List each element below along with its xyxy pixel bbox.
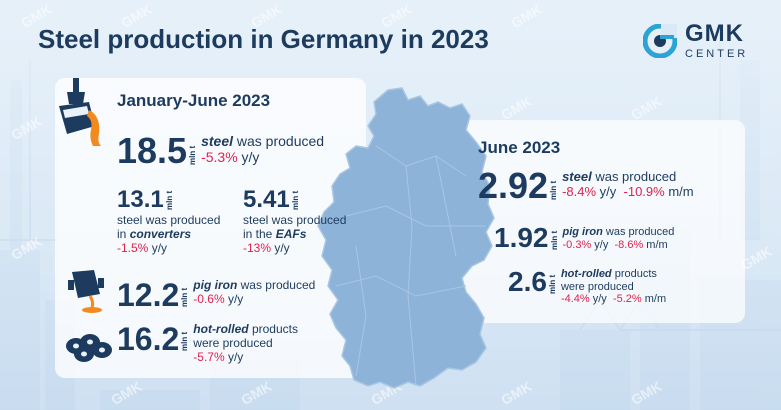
unit-label: mln t [549, 180, 559, 200]
state-borders [335, 145, 486, 387]
yy-label: y/y [271, 240, 290, 255]
june-hot-mm: -5.2% [612, 293, 642, 306]
yy-label: y/y [591, 238, 609, 251]
produced-text: was produced [237, 278, 316, 292]
unit-label: mln t [290, 190, 300, 210]
converters-word: converters [129, 226, 192, 241]
h1-eafs-value: 5.41 [243, 186, 290, 213]
june-steel-mm: -10.9% [623, 183, 665, 199]
ladle-icon [59, 78, 101, 146]
yy-label: y/y [596, 183, 617, 199]
june-hot-yy: -4.4% [560, 293, 590, 306]
unit-label: mln t [180, 287, 190, 307]
h1-hot-change: -5.7% [193, 349, 225, 364]
converters-line1: steel was produced [117, 213, 221, 227]
june-hot-stat: 2.6 mln t hot-rolled products were produ… [508, 268, 666, 306]
unit-label: mln t [180, 331, 190, 351]
yy-label: y/y [224, 349, 244, 364]
converter-icon [68, 270, 104, 313]
h1-eafs-stat: 5.41 mln t steel was produced in the EAF… [243, 188, 346, 255]
pig-word: pig iron [562, 226, 603, 238]
hot-word: hot-rolled [193, 322, 249, 336]
unit-label: mln t [188, 145, 198, 165]
logo-text: GMK [685, 20, 744, 47]
mm-label: m/m [664, 183, 694, 199]
h1-converters-change: -1.5% [117, 240, 149, 255]
hot-word: hot-rolled [560, 268, 612, 280]
unit-label: mln t [164, 190, 174, 210]
were-produced-text: were produced [560, 280, 634, 293]
june-pig-stat: 1.92 mln t pig iron was produced -0.3% y… [494, 224, 674, 252]
converters-line2a: in [117, 226, 130, 241]
eafs-line1: steel was produced [243, 213, 347, 227]
pig-word: pig iron [193, 278, 238, 292]
june-pig-mm: -8.6% [614, 238, 644, 251]
steel-word: steel [201, 133, 233, 149]
h1-converters-value: 13.1 [117, 186, 164, 213]
h1-pig-stat: 12.2 mln t pig iron was produced -0.6% y… [117, 277, 316, 313]
yy-label: y/y [224, 291, 244, 306]
h1-panel [55, 78, 366, 378]
yy-label: y/y [589, 293, 607, 306]
produced-text: was produced [591, 169, 677, 184]
products-text: products [248, 322, 298, 336]
h1-eafs-change: -13% [243, 240, 272, 255]
eafs-word: EAFs [275, 226, 307, 241]
h1-pig-value: 12.2 [117, 277, 180, 313]
h1-steel-change: -5.3% [201, 149, 238, 166]
june-heading: June 2023 [478, 138, 561, 157]
june-hot-value: 2.6 [508, 266, 547, 297]
h1-steel-value: 18.5 [117, 130, 188, 171]
mm-label: m/m [641, 293, 667, 306]
h1-hot-stat: 16.2 mln t hot-rolled products were prod… [117, 321, 298, 364]
h1-converters-stat: 13.1 mln t steel was produced in convert… [117, 188, 220, 255]
june-steel-yy: -8.4% [562, 183, 597, 199]
gmk-logo: GMK CENTER [643, 22, 748, 60]
germany-map [317, 87, 495, 389]
steel-word: steel [562, 169, 592, 184]
unit-label: mln t [549, 230, 559, 250]
june-panel [460, 120, 745, 323]
were-produced-text: were produced [193, 335, 273, 350]
june-pig-value: 1.92 [494, 222, 549, 253]
h1-heading: January-June 2023 [117, 91, 271, 110]
h1-hot-value: 16.2 [117, 321, 180, 357]
germany-shape [317, 87, 495, 389]
produced-text: was produced [602, 226, 675, 238]
june-pig-yy: -0.3% [562, 238, 592, 251]
steel-coils-icon [66, 334, 112, 362]
produced-text: was produced [233, 133, 325, 149]
products-text: products [611, 268, 657, 280]
mm-label: m/m [643, 238, 668, 251]
yy-label: y/y [148, 240, 168, 255]
june-steel-value: 2.92 [478, 165, 549, 206]
eafs-line2a: in the [243, 226, 276, 241]
page-title: Steel production in Germany in 2023 [38, 24, 489, 54]
h1-pig-change: -0.6% [193, 291, 225, 306]
logo-subtext: CENTER [685, 48, 749, 60]
h1-steel-stat: 18.5 mln t steel was produced -5.3% y/y [117, 133, 324, 169]
yy-label: y/y [237, 149, 260, 166]
june-steel-stat: 2.92 mln t steel was produced -8.4% y/y … [478, 168, 694, 204]
unit-label: mln t [547, 274, 557, 294]
gmk-logo-icon [643, 24, 677, 58]
